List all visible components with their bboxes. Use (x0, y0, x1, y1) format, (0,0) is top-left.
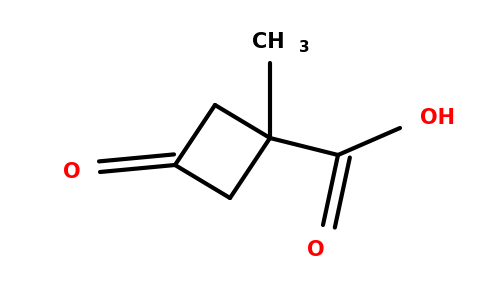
Text: OH: OH (420, 108, 455, 128)
Text: O: O (307, 240, 325, 260)
Text: CH: CH (252, 32, 284, 52)
Text: 3: 3 (299, 40, 309, 55)
Text: O: O (63, 162, 81, 182)
